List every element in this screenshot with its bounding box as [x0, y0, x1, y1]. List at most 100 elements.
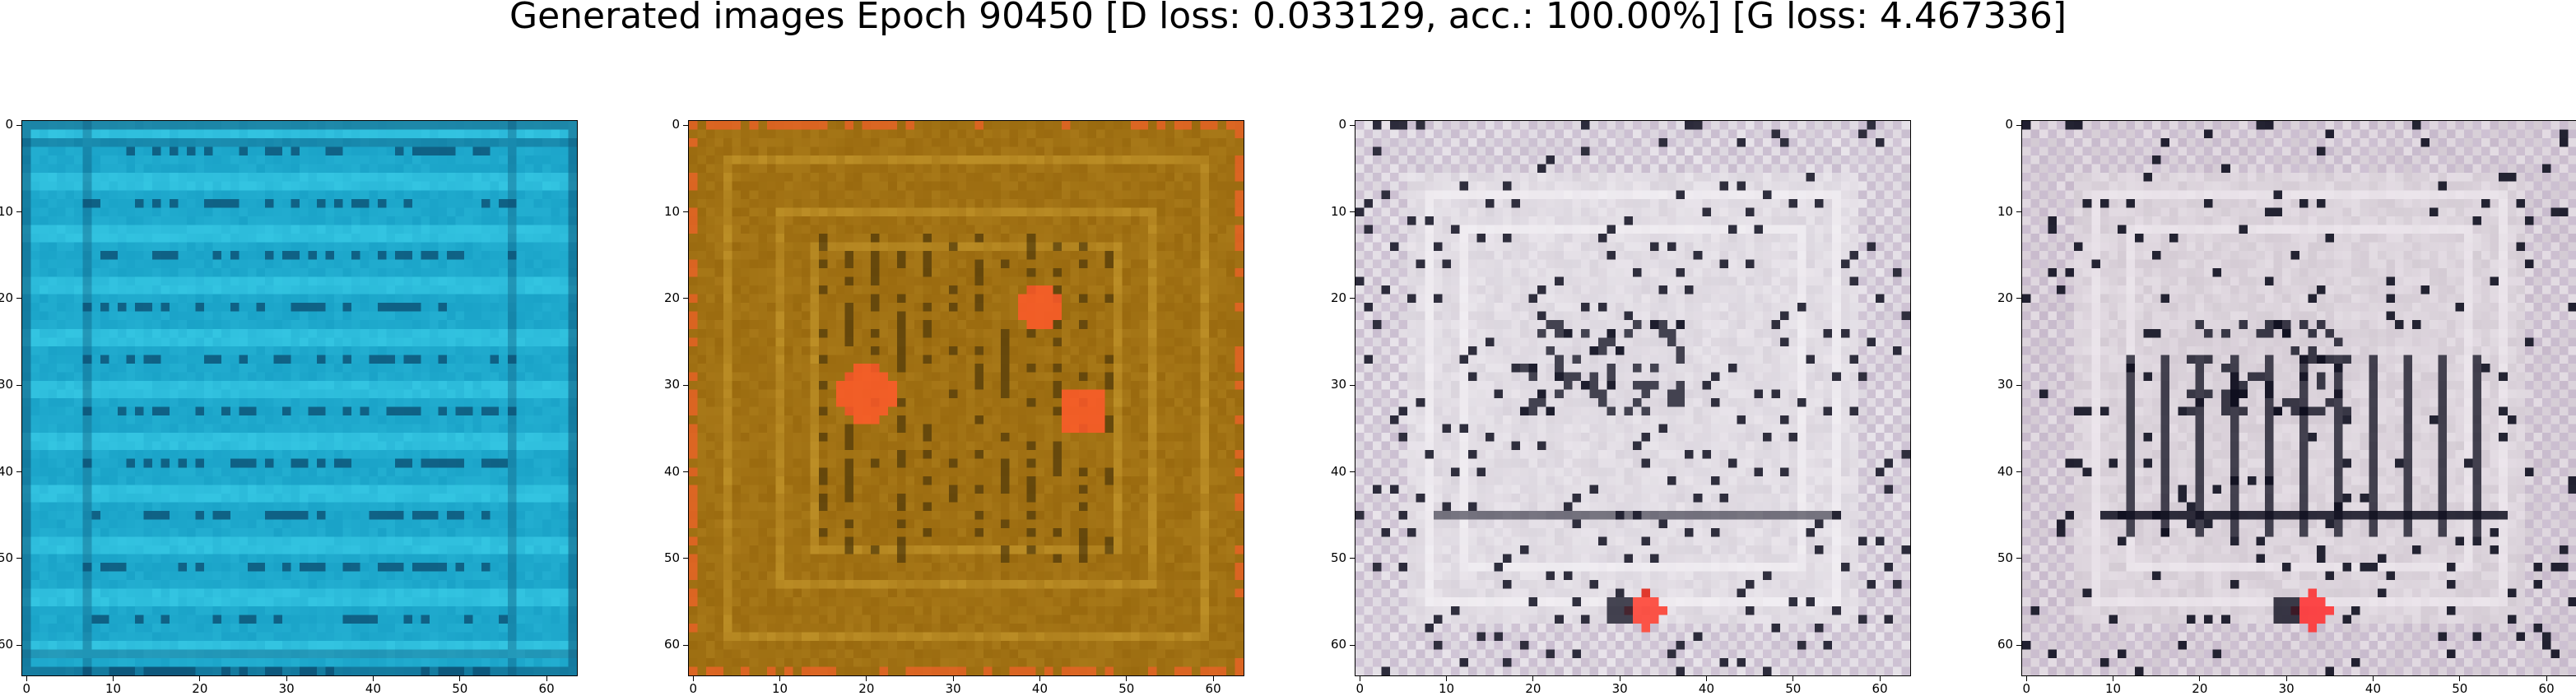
x-tick-mark: [199, 676, 201, 681]
x-tick-label: 60: [1205, 681, 1221, 696]
y-tick-mark: [2016, 298, 2021, 299]
generated-image-panel-3: 0 10 20 30 40 50 60 0 10 20 30 40 50 60: [1331, 118, 1911, 695]
x-tick-label: 0: [2022, 681, 2030, 696]
y-tick-label: 50: [0, 550, 14, 565]
image-frame: [688, 120, 1244, 676]
figure-title: Generated images Epoch 90450 [D loss: 0.…: [509, 0, 2067, 37]
y-tick-label: 50: [664, 550, 681, 565]
x-tick-label: 10: [1438, 681, 1455, 696]
y-tick-label: 60: [0, 637, 14, 652]
y-tick-label: 20: [1331, 290, 1347, 305]
y-tick-mark: [2016, 558, 2021, 559]
y-tick-label: 0: [2005, 117, 2014, 132]
y-tick-mark: [1350, 644, 1355, 646]
x-tick-label: 10: [105, 681, 122, 696]
x-tick-mark: [1446, 676, 1448, 681]
y-tick-mark: [2016, 644, 2021, 646]
y-tick-mark: [683, 298, 688, 299]
x-tick-label: 60: [538, 681, 555, 696]
x-tick-label: 20: [1525, 681, 1541, 696]
y-tick-mark: [1350, 384, 1355, 386]
y-tick-label: 60: [1331, 637, 1347, 652]
x-tick-label: 50: [452, 681, 468, 696]
y-tick-mark: [683, 384, 688, 386]
x-tick-mark: [546, 676, 547, 681]
x-tick-mark: [2373, 676, 2374, 681]
y-tick-mark: [2016, 384, 2021, 386]
x-tick-mark: [692, 676, 694, 681]
y-tick-label: 10: [664, 203, 681, 219]
x-tick-mark: [779, 676, 781, 681]
x-tick-mark: [2459, 676, 2461, 681]
y-tick-mark: [683, 471, 688, 473]
y-tick-mark: [2016, 471, 2021, 473]
y-tick-label: 0: [672, 117, 681, 132]
y-tick-mark: [2016, 124, 2021, 126]
x-tick-label: 20: [192, 681, 208, 696]
x-tick-label: 20: [2192, 681, 2208, 696]
y-tick-label: 40: [0, 463, 14, 479]
x-tick-mark: [2025, 676, 2027, 681]
image-frame: [21, 120, 578, 676]
y-tick-label: 50: [1331, 550, 1347, 565]
y-tick-label: 40: [1331, 463, 1347, 479]
y-tick-mark: [683, 644, 688, 646]
x-tick-label: 10: [771, 681, 788, 696]
y-tick-mark: [16, 298, 21, 299]
y-tick-mark: [2016, 211, 2021, 213]
y-tick-mark: [1350, 558, 1355, 559]
x-tick-label: 30: [945, 681, 961, 696]
x-tick-label: 0: [689, 681, 697, 696]
y-tick-label: 60: [664, 637, 681, 652]
y-tick-mark: [683, 124, 688, 126]
x-tick-label: 50: [2452, 681, 2468, 696]
x-tick-mark: [1126, 676, 1128, 681]
x-tick-label: 30: [278, 681, 295, 696]
y-tick-mark: [16, 211, 21, 213]
x-tick-label: 20: [858, 681, 875, 696]
y-tick-label: 30: [1997, 377, 2014, 392]
x-tick-mark: [2199, 676, 2201, 681]
x-tick-mark: [1532, 676, 1534, 681]
y-tick-label: 30: [1331, 377, 1347, 392]
y-tick-label: 60: [1997, 637, 2014, 652]
generated-image-panel-1: 0 10 20 30 40 50 60 0 10 20 30 40 50 60: [0, 118, 578, 695]
x-tick-label: 40: [1031, 681, 1048, 696]
x-tick-label: 40: [2364, 681, 2381, 696]
x-tick-label: 60: [2538, 681, 2555, 696]
y-tick-label: 0: [1338, 117, 1347, 132]
y-tick-label: 30: [0, 377, 14, 392]
y-tick-mark: [16, 471, 21, 473]
x-tick-mark: [373, 676, 374, 681]
x-tick-label: 0: [22, 681, 30, 696]
y-tick-label: 10: [1997, 203, 2014, 219]
x-tick-mark: [1212, 676, 1214, 681]
generated-image-panel-4: 0 10 20 30 40 50 60 0 10 20 30 40 50 60: [1997, 118, 2576, 695]
y-tick-label: 10: [0, 203, 14, 219]
x-tick-label: 10: [2104, 681, 2122, 696]
x-tick-label: 30: [1611, 681, 1628, 696]
x-tick-mark: [1879, 676, 1881, 681]
y-tick-mark: [16, 124, 21, 126]
x-tick-mark: [1706, 676, 1708, 681]
y-tick-label: 50: [1997, 550, 2014, 565]
generated-image-2: [689, 121, 1244, 675]
generated-image-panel-2: 0 10 20 30 40 50 60 0 10 20 30 40 50 60: [664, 118, 1244, 695]
y-tick-label: 30: [664, 377, 681, 392]
x-tick-label: 40: [1698, 681, 1714, 696]
x-tick-mark: [952, 676, 954, 681]
x-tick-label: 40: [365, 681, 381, 696]
x-tick-label: 30: [2278, 681, 2295, 696]
y-tick-label: 0: [5, 117, 14, 132]
image-frame: [1355, 120, 1911, 676]
x-tick-label: 0: [1355, 681, 1364, 696]
x-tick-mark: [2546, 676, 2547, 681]
x-tick-label: 60: [1872, 681, 1888, 696]
y-tick-label: 40: [1997, 463, 2014, 479]
generated-image-1: [22, 121, 577, 675]
x-tick-mark: [26, 676, 27, 681]
image-frame: [2021, 120, 2576, 676]
y-tick-label: 20: [1997, 290, 2014, 305]
y-tick-label: 40: [664, 463, 681, 479]
y-tick-mark: [16, 384, 21, 386]
